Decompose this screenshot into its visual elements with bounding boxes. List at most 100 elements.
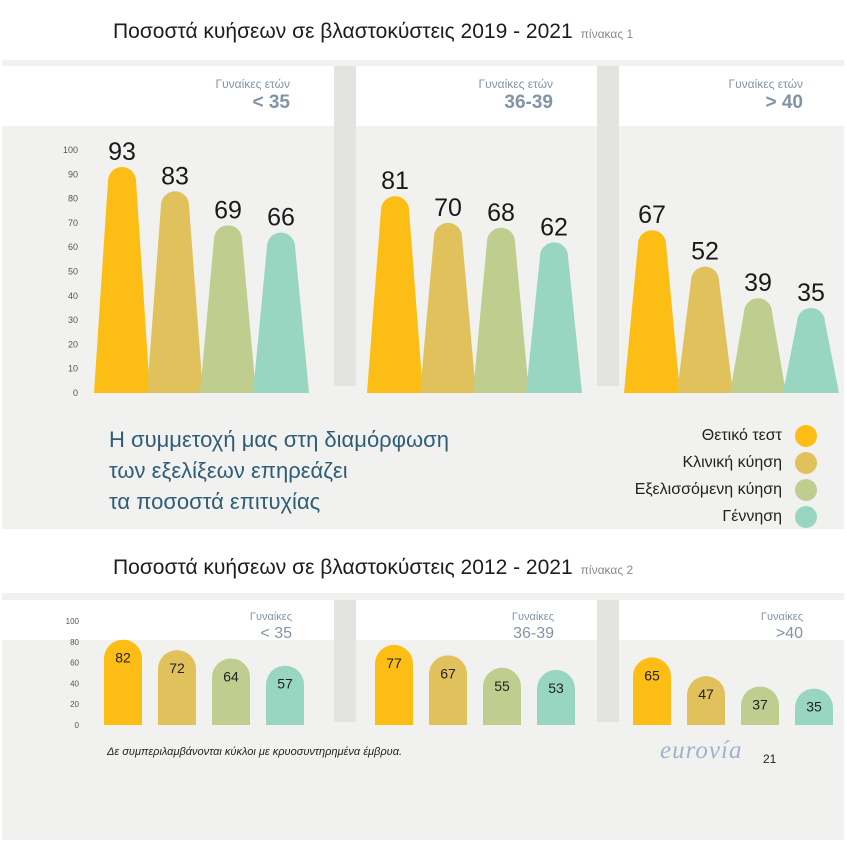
chart2-header-2 xyxy=(356,600,597,640)
data-label: 64 xyxy=(223,668,239,684)
chart2-group-label-2: Γυναίκες 36-39 xyxy=(511,611,554,642)
y-tick-label: 40 xyxy=(70,679,79,688)
data-label: 65 xyxy=(644,667,660,683)
data-label: 70 xyxy=(434,194,462,222)
bar xyxy=(158,650,196,725)
chart1-header-3 xyxy=(619,66,844,126)
bar xyxy=(624,230,680,393)
chart1-separator-1 xyxy=(334,66,356,386)
chart2-group-label-1: Γυναίκες < 35 xyxy=(249,611,292,642)
bar xyxy=(420,222,476,393)
bar xyxy=(795,688,833,725)
data-label: 47 xyxy=(698,686,714,702)
y-tick-label: 100 xyxy=(66,617,80,626)
chart1-separator-2 xyxy=(597,66,619,386)
legend-swatch xyxy=(795,424,817,447)
data-label: 57 xyxy=(277,676,293,692)
data-label: 81 xyxy=(381,167,409,195)
data-label: 66 xyxy=(267,204,295,232)
data-label: 67 xyxy=(638,201,666,229)
legend-item-positive-test: Θετικό τεστ xyxy=(635,422,817,449)
y-tick-label: 50 xyxy=(68,267,78,277)
bar xyxy=(147,191,203,393)
page-number: 21 xyxy=(763,752,777,766)
chart1-group-label-3: Γυναίκες ετών > 40 xyxy=(728,77,803,113)
y-tick-label: 0 xyxy=(75,721,80,730)
legend-swatch xyxy=(795,478,817,501)
legend-swatch xyxy=(795,505,817,528)
bar xyxy=(730,298,786,393)
data-label: 69 xyxy=(214,196,242,224)
data-label: 52 xyxy=(691,238,719,266)
y-tick-label: 90 xyxy=(68,169,78,179)
legend-item-birth: Γέννηση xyxy=(635,503,817,530)
y-tick-label: 70 xyxy=(68,218,78,228)
chart1-group-label-1: Γυναίκες ετών < 35 xyxy=(215,77,290,113)
y-tick-label: 100 xyxy=(63,145,78,155)
chart2-tag: πίνακας 2 xyxy=(580,563,634,577)
data-label: 82 xyxy=(115,650,131,666)
y-tick-label: 20 xyxy=(70,700,79,709)
chart1-header-2 xyxy=(356,66,597,126)
y-tick-label: 10 xyxy=(68,364,78,374)
bar xyxy=(375,644,413,725)
data-label: 93 xyxy=(108,138,136,166)
y-tick-label: 60 xyxy=(68,242,78,252)
bar xyxy=(633,657,671,725)
data-label: 67 xyxy=(440,665,456,681)
y-tick-label: 20 xyxy=(68,339,78,349)
data-label: 55 xyxy=(494,678,510,694)
chart2-separator-1 xyxy=(334,600,356,722)
bar xyxy=(537,669,575,725)
bar xyxy=(526,242,582,393)
y-tick-label: 80 xyxy=(68,194,78,204)
y-tick-label: 30 xyxy=(68,315,78,325)
eurovia-logo: eurovía xyxy=(660,737,743,764)
chart2-separator-2 xyxy=(597,600,619,722)
bar xyxy=(783,307,839,393)
data-label: 62 xyxy=(540,213,568,241)
y-tick-label: 0 xyxy=(73,388,78,398)
bar xyxy=(473,227,529,393)
bar xyxy=(212,658,250,725)
legend-swatch xyxy=(795,451,817,474)
data-label: 53 xyxy=(548,680,564,696)
bar xyxy=(253,232,309,393)
legend: Θετικό τεστ Κλινική κύηση Εξελισσόμενη κ… xyxy=(635,422,817,530)
tagline: Η συμμετοχή μας στη διαμόρφωση των εξελί… xyxy=(109,427,449,514)
chart2-title: Ποσοστά κυήσεων σε βλαστοκύστεις 2012 - … xyxy=(113,556,634,579)
bar xyxy=(429,655,467,725)
legend-item-ongoing-pregnancy: Εξελισσόμενη κύηση xyxy=(635,476,817,503)
y-tick-label: 80 xyxy=(70,638,79,647)
data-label: 35 xyxy=(806,699,822,715)
bar xyxy=(367,196,423,393)
bar xyxy=(677,266,733,393)
chart1-header-1 xyxy=(2,66,334,126)
data-label: 39 xyxy=(744,269,772,297)
data-label: 68 xyxy=(487,199,515,227)
chart2-header-1 xyxy=(2,600,334,640)
chart1-group-label-2: Γυναίκες ετών 36-39 xyxy=(478,77,553,113)
data-label: 72 xyxy=(169,660,185,676)
bar xyxy=(94,167,150,393)
data-label: 77 xyxy=(386,655,402,671)
y-tick-label: 60 xyxy=(70,659,79,668)
legend-item-clinical-pregnancy: Κλινική κύηση xyxy=(635,449,817,476)
bar xyxy=(200,225,256,393)
data-label: 35 xyxy=(797,279,825,307)
data-label: 37 xyxy=(752,697,768,713)
chart2-header-3 xyxy=(619,600,844,640)
bar xyxy=(266,665,304,725)
bar xyxy=(687,676,725,725)
bar xyxy=(104,639,142,725)
footnote: Δε συμπεριλαμβάνονται κύκλοι με κρυοσυντ… xyxy=(107,746,403,758)
chart1-title: Ποσοστά κυήσεων σε βλαστοκύστεις 2019 - … xyxy=(113,20,634,43)
bar xyxy=(483,667,521,725)
data-label: 83 xyxy=(161,162,189,190)
bar xyxy=(741,686,779,725)
chart2-group-label-3: Γυναίκες >40 xyxy=(760,611,803,642)
y-tick-label: 40 xyxy=(68,291,78,301)
chart1-tag: πίνακας 1 xyxy=(580,27,634,41)
